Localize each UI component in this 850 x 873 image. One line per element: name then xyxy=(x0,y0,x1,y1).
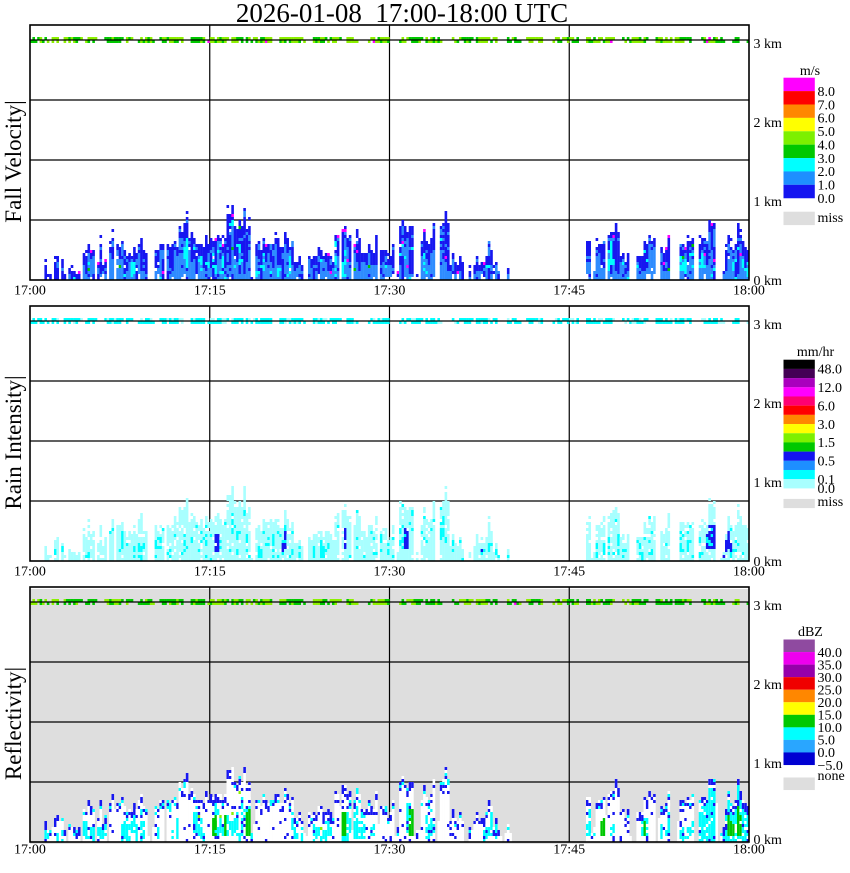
svg-text:7.0: 7.0 xyxy=(818,98,836,113)
svg-text:2 km: 2 km xyxy=(754,116,783,131)
svg-text:3 km: 3 km xyxy=(754,599,783,614)
svg-text:17:30: 17:30 xyxy=(374,284,406,299)
svg-text:18:00: 18:00 xyxy=(733,284,765,299)
svg-text:2.0: 2.0 xyxy=(818,165,836,180)
svg-text:−5.0: −5.0 xyxy=(818,759,843,774)
svg-text:2 km: 2 km xyxy=(754,678,783,693)
svg-text:0.0: 0.0 xyxy=(818,482,836,497)
svg-text:10.0: 10.0 xyxy=(818,721,843,736)
svg-text:17:15: 17:15 xyxy=(194,564,226,579)
svg-text:20.0: 20.0 xyxy=(818,696,843,711)
svg-text:none: none xyxy=(818,769,845,784)
svg-text:17:00: 17:00 xyxy=(14,564,46,579)
svg-text:17:30: 17:30 xyxy=(374,564,406,579)
svg-text:0 km: 0 km xyxy=(754,555,783,570)
svg-text:18:00: 18:00 xyxy=(733,843,765,858)
svg-text:Fall Velocity|: Fall Velocity| xyxy=(1,100,26,222)
svg-text:6.0: 6.0 xyxy=(818,112,836,127)
svg-text:3.0: 3.0 xyxy=(818,152,836,167)
svg-text:1.0: 1.0 xyxy=(818,179,836,194)
svg-text:0 km: 0 km xyxy=(754,274,783,289)
svg-text:3.0: 3.0 xyxy=(818,418,836,433)
svg-text:12.0: 12.0 xyxy=(818,381,843,396)
svg-text:17:30: 17:30 xyxy=(374,843,406,858)
svg-text:4.0: 4.0 xyxy=(818,139,836,154)
svg-text:17:45: 17:45 xyxy=(553,564,585,579)
svg-text:0.0: 0.0 xyxy=(818,192,836,207)
svg-text:8.0: 8.0 xyxy=(818,85,836,100)
svg-text:3 km: 3 km xyxy=(754,318,783,333)
svg-text:2 km: 2 km xyxy=(754,397,783,412)
svg-text:Rain Intensity|: Rain Intensity| xyxy=(1,375,26,509)
svg-text:miss: miss xyxy=(818,211,844,226)
svg-text:25.0: 25.0 xyxy=(818,684,843,699)
svg-text:1.5: 1.5 xyxy=(818,436,836,451)
svg-text:17:15: 17:15 xyxy=(194,843,226,858)
svg-text:0 km: 0 km xyxy=(754,833,783,848)
svg-text:1 km: 1 km xyxy=(754,476,783,491)
svg-text:3 km: 3 km xyxy=(754,37,783,52)
svg-text:40.0: 40.0 xyxy=(818,646,843,661)
svg-text:mm/hr: mm/hr xyxy=(797,345,835,360)
svg-text:1 km: 1 km xyxy=(754,757,783,772)
svg-text:6.0: 6.0 xyxy=(818,399,836,414)
svg-text:17:45: 17:45 xyxy=(553,284,585,299)
svg-text:15.0: 15.0 xyxy=(818,709,843,724)
svg-text:48.0: 48.0 xyxy=(818,363,843,378)
svg-text:miss: miss xyxy=(818,495,844,510)
svg-text:1 km: 1 km xyxy=(754,195,783,210)
svg-text:5.0: 5.0 xyxy=(818,734,836,749)
svg-text:Reflectivity|: Reflectivity| xyxy=(1,667,26,780)
svg-text:0.5: 0.5 xyxy=(818,455,836,470)
svg-text:0.0: 0.0 xyxy=(818,746,836,761)
svg-text:35.0: 35.0 xyxy=(818,658,843,673)
svg-text:17:00: 17:00 xyxy=(14,284,46,299)
svg-text:dBZ: dBZ xyxy=(798,625,823,640)
svg-text:17:15: 17:15 xyxy=(194,284,226,299)
svg-text:17:45: 17:45 xyxy=(553,843,585,858)
svg-text:30.0: 30.0 xyxy=(818,671,843,686)
svg-text:0.1: 0.1 xyxy=(818,473,836,488)
svg-text:18:00: 18:00 xyxy=(733,564,765,579)
svg-text:m/s: m/s xyxy=(800,64,820,79)
svg-text:5.0: 5.0 xyxy=(818,125,836,140)
svg-text:2026-01-08 17:00-18:00 UTC: 2026-01-08 17:00-18:00 UTC xyxy=(236,0,568,28)
svg-text:17:00: 17:00 xyxy=(14,843,46,858)
